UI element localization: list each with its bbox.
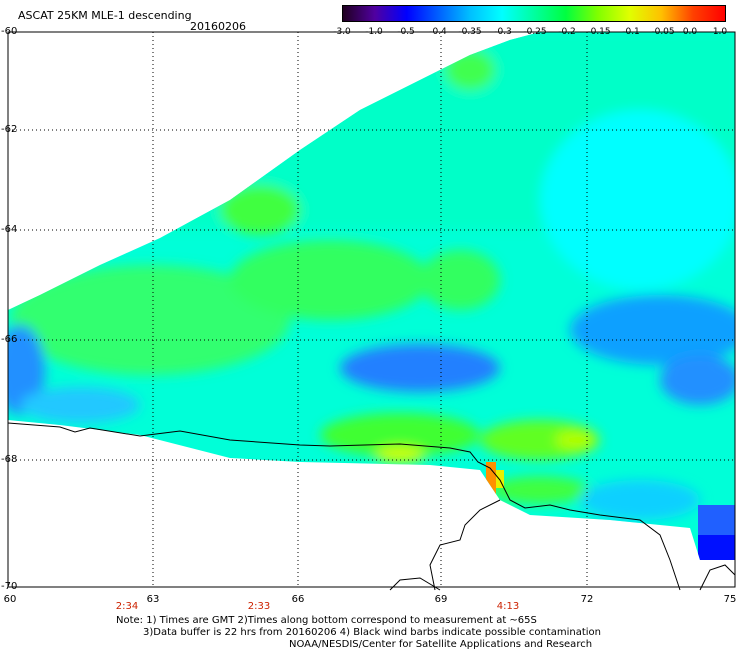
field-green-coast-east (480, 420, 600, 460)
lat-label: -60 (1, 26, 18, 37)
colorbar-label: -0.05 (651, 27, 675, 37)
lat-label: -64 (1, 224, 18, 235)
colorbar-label: -0.1 (622, 27, 640, 37)
lon-label: 60 (3, 594, 17, 605)
field-blue-east (570, 295, 735, 365)
field-green-patch-d (445, 50, 495, 90)
lat-label: -66 (1, 334, 18, 345)
lat-label: -68 (1, 454, 18, 465)
lon-label: 66 (291, 594, 305, 605)
lon-label: 72 (580, 594, 594, 605)
colorbar-label: -1.0 (365, 27, 383, 37)
coastline (7, 422, 681, 591)
colorbar-label: -0.3 (494, 27, 512, 37)
note-line-2: 3)Data buffer is 22 hrs from 20160206 4)… (143, 627, 601, 638)
coastline-east (699, 564, 736, 591)
colorbar-label: -0.15 (587, 27, 611, 37)
colorbar (342, 5, 726, 22)
field-blue-east-low (660, 355, 735, 405)
colorbar-label: -0.4 (429, 27, 447, 37)
field-deep-blue-corner (698, 535, 735, 560)
colorbar-label: -3.0 (333, 27, 351, 37)
colorbar-label: 1.0 (712, 27, 728, 37)
lat-label: -62 (1, 124, 18, 135)
coastline-island (389, 577, 441, 591)
colorbar-label: -0.5 (397, 27, 415, 37)
colorbar-label: -0.2 (558, 27, 576, 37)
field-yellow-b (555, 430, 595, 450)
lon-label: 63 (146, 594, 160, 605)
field-green-low (490, 476, 590, 504)
field-green-patch-c (420, 250, 500, 310)
note-line-3: NOAA/NESDIS/Center for Satellite Applica… (289, 639, 593, 650)
field-blue-band (340, 344, 500, 392)
field-yellow-a (375, 447, 425, 463)
map-frame (7, 31, 736, 588)
map-date: 20160206 (190, 20, 246, 33)
field-orange-spot (486, 462, 496, 496)
field-green-band-west (10, 265, 290, 375)
note-line-1: Note: 1) Times are GMT 2)Times along bot… (116, 615, 537, 626)
field-green-patch-b (230, 240, 430, 320)
colorbar-label: -0.35 (458, 27, 482, 37)
field-blue-corner (698, 505, 735, 535)
lon-label: 69 (434, 594, 448, 605)
coastline-inlet (429, 499, 501, 591)
time-label: 2:34 (115, 601, 139, 612)
map-title: ASCAT 25KM MLE-1 descending (18, 9, 192, 22)
colorbar-label: -0.25 (523, 27, 547, 37)
field-green-coast (320, 413, 480, 457)
lat-label: -70 (1, 581, 18, 592)
graticule (8, 32, 735, 587)
field-blue-west-edge (8, 325, 45, 415)
data-field (8, 32, 735, 560)
colorbar-label: 0.0 (682, 27, 698, 37)
field-yellow-spot (496, 470, 504, 488)
field-cyan-east (540, 110, 735, 290)
time-label: 2:33 (247, 601, 271, 612)
field-cyan-southeast (580, 480, 700, 520)
field-cyan-west (20, 387, 140, 423)
field-green-patch-a (220, 185, 300, 235)
lon-label: 75 (723, 594, 737, 605)
time-label: 4:13 (496, 601, 520, 612)
